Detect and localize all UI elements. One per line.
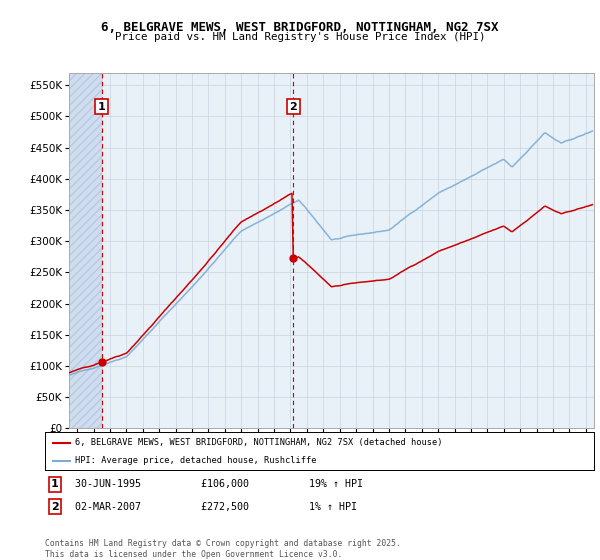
Text: Price paid vs. HM Land Registry's House Price Index (HPI): Price paid vs. HM Land Registry's House … <box>115 32 485 43</box>
Text: 02-MAR-2007          £272,500          1% ↑ HPI: 02-MAR-2007 £272,500 1% ↑ HPI <box>75 502 357 511</box>
Text: 1: 1 <box>51 479 59 489</box>
Text: 2: 2 <box>289 101 297 111</box>
Text: HPI: Average price, detached house, Rushcliffe: HPI: Average price, detached house, Rush… <box>75 456 317 465</box>
Text: 6, BELGRAVE MEWS, WEST BRIDGFORD, NOTTINGHAM, NG2 7SX: 6, BELGRAVE MEWS, WEST BRIDGFORD, NOTTIN… <box>101 21 499 34</box>
Bar <box>69 73 102 428</box>
Text: 6, BELGRAVE MEWS, WEST BRIDGFORD, NOTTINGHAM, NG2 7SX (detached house): 6, BELGRAVE MEWS, WEST BRIDGFORD, NOTTIN… <box>75 438 443 447</box>
Text: 30-JUN-1995          £106,000          19% ↑ HPI: 30-JUN-1995 £106,000 19% ↑ HPI <box>75 479 363 489</box>
Text: 2: 2 <box>51 502 59 511</box>
Text: 1: 1 <box>98 101 106 111</box>
Text: Contains HM Land Registry data © Crown copyright and database right 2025.
This d: Contains HM Land Registry data © Crown c… <box>45 539 401 559</box>
